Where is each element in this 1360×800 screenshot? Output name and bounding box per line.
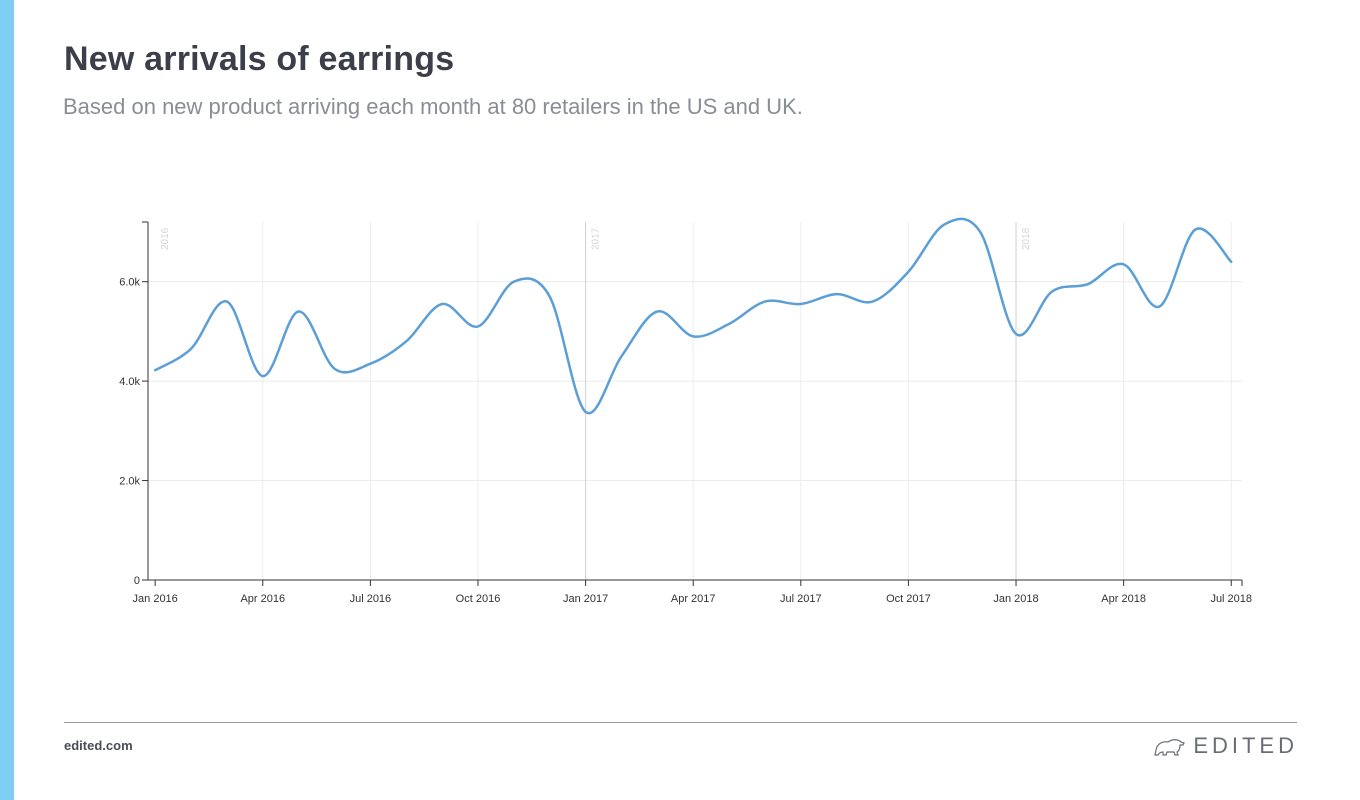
- chart-series: [153, 217, 1233, 415]
- x-tick-label: Apr 2017: [671, 593, 716, 605]
- y-tick-label: 2.0k: [119, 476, 140, 488]
- x-tick-label: Jan 2017: [563, 593, 608, 605]
- x-tick-label: Jan 2016: [133, 593, 178, 605]
- y-tick-label: 4.0k: [119, 376, 140, 388]
- year-marker-label: 2016: [160, 227, 171, 250]
- x-tick-label: Jan 2018: [993, 593, 1038, 605]
- chart-grid: [148, 222, 1242, 580]
- page-title: New arrivals of earrings: [64, 40, 455, 78]
- chart-axes: 0 2.0k 4.0k 6.0k Jan 2016 Apr 2016 Jul 2016 Oct…: [119, 221, 1252, 605]
- year-markers: 2016 2017 2018: [160, 227, 1032, 250]
- x-tick-label: Jul 2017: [780, 593, 822, 605]
- x-tick-label: Oct 2017: [886, 593, 931, 605]
- x-tick-label: Apr 2016: [240, 593, 285, 605]
- page-subtitle: Based on new product arriving each month…: [63, 94, 803, 119]
- brand-name: EDITED: [1193, 733, 1298, 758]
- polar-bear-icon: [1154, 739, 1186, 756]
- footer-site-link[interactable]: edited.com: [64, 738, 133, 753]
- accent-bar: [0, 0, 14, 800]
- x-tick-label: Apr 2018: [1101, 593, 1146, 605]
- footer-divider: [64, 722, 1297, 723]
- y-tick-label: 6.0k: [119, 277, 140, 289]
- year-marker-label: 2017: [591, 227, 602, 250]
- x-tick-label: Jul 2018: [1210, 593, 1252, 605]
- year-marker-label: 2018: [1021, 227, 1032, 250]
- y-tick-label: 0: [134, 575, 140, 587]
- brand-logo: EDITED: [1153, 733, 1298, 759]
- x-tick-label: Jul 2016: [350, 593, 392, 605]
- x-tick-label: Oct 2016: [456, 593, 501, 605]
